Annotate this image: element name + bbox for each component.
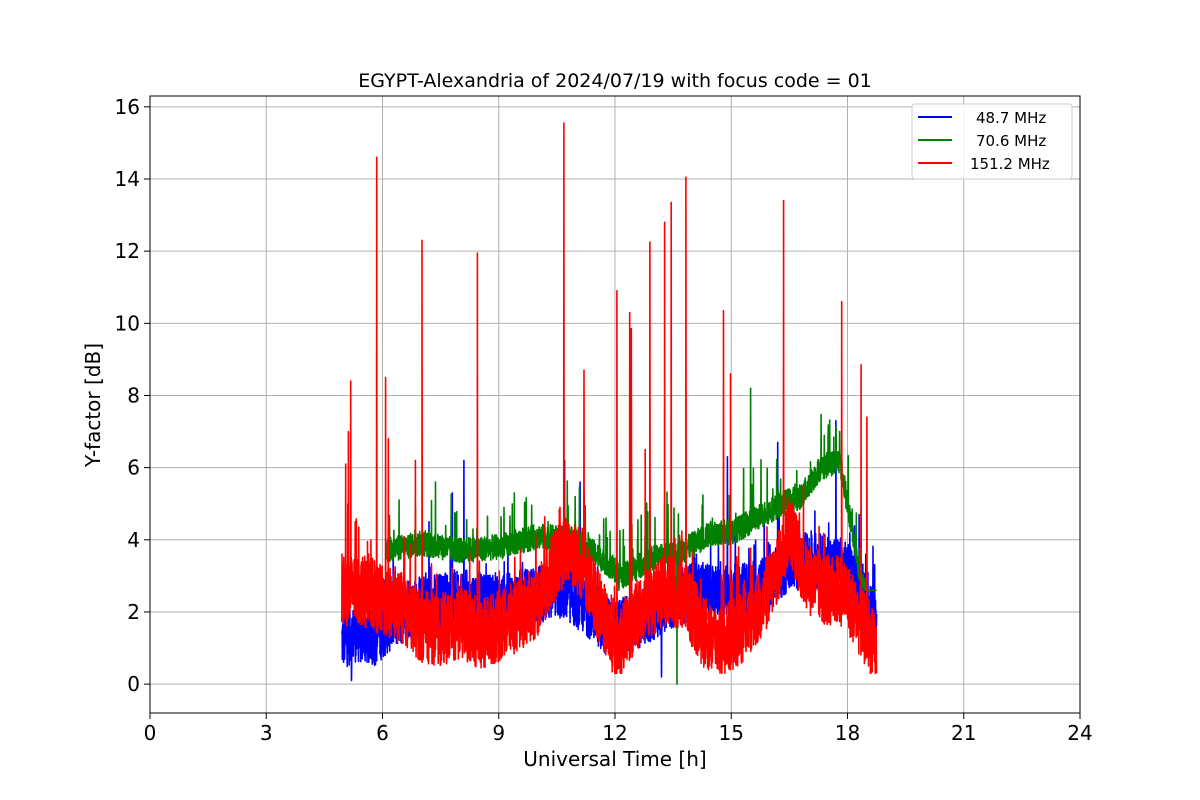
series-layer bbox=[341, 122, 878, 685]
x-tick-label: 12 bbox=[602, 721, 627, 745]
y-tick-label: 12 bbox=[115, 239, 140, 263]
legend-label-48-7: 48.7 MHz bbox=[976, 109, 1046, 127]
legend-label-70-6: 70.6 MHz bbox=[976, 132, 1046, 150]
grid bbox=[149, 96, 1081, 713]
series-151-2-mhz bbox=[341, 122, 878, 675]
y-tick-label: 14 bbox=[115, 167, 140, 191]
y-tick-label: 0 bbox=[127, 672, 140, 696]
x-tick-label: 6 bbox=[376, 721, 389, 745]
y-tick-label: 2 bbox=[127, 600, 140, 624]
x-axis-label: Universal Time [h] bbox=[523, 747, 706, 771]
y-tick-label: 8 bbox=[127, 383, 140, 407]
y-tick-label: 16 bbox=[115, 95, 140, 119]
x-tick-label: 9 bbox=[492, 721, 505, 745]
x-tick-label: 15 bbox=[719, 721, 744, 745]
x-tick-label: 0 bbox=[144, 721, 157, 745]
y-tick-label: 6 bbox=[127, 456, 140, 480]
x-tick-label: 24 bbox=[1067, 721, 1092, 745]
legend-box bbox=[911, 103, 1073, 180]
x-tick-label: 3 bbox=[260, 721, 273, 745]
y-axis-label: Y-factor [dB] bbox=[81, 343, 105, 468]
x-tick-label: 18 bbox=[835, 721, 860, 745]
y-tick-label: 10 bbox=[115, 311, 140, 335]
legend: 48.7 MHz 70.6 MHz 151.2 MHz bbox=[911, 103, 1073, 180]
legend-label-151-2: 151.2 MHz bbox=[970, 155, 1050, 173]
x-tick-label: 21 bbox=[951, 721, 976, 745]
chart-title: EGYPT-Alexandria of 2024/07/19 with focu… bbox=[358, 70, 872, 92]
y-tick-label: 4 bbox=[127, 528, 140, 552]
series-line bbox=[341, 122, 878, 675]
